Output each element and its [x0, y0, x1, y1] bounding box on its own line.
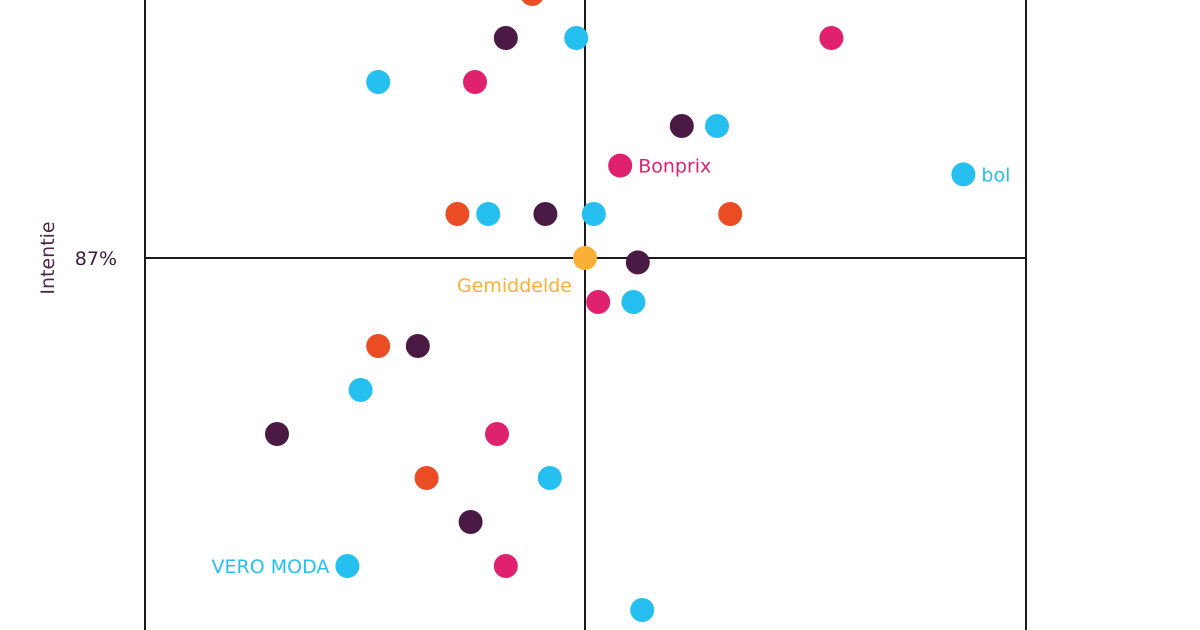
data-point: [405, 334, 430, 358]
data-point: [493, 26, 518, 50]
data-point: [586, 290, 611, 314]
data-point: [621, 290, 646, 314]
data-point: [493, 554, 518, 578]
data-point: [951, 162, 976, 187]
data-point: [819, 26, 844, 50]
data-point: [564, 26, 589, 50]
data-point: [414, 466, 439, 490]
data-point: [669, 114, 694, 138]
point-labels: Bonprix bol Gemiddelde VERO MODA: [212, 156, 1011, 578]
point-label: bol: [981, 164, 1010, 186]
y-axis-label: Intentie: [37, 221, 59, 294]
data-point: [630, 598, 655, 622]
data-point: [366, 334, 391, 358]
point-label: VERO MODA: [212, 556, 330, 578]
data-point: [445, 202, 470, 226]
data-point: [521, 0, 543, 6]
data-point: [265, 422, 289, 446]
y-reference-tick-label: 87%: [75, 248, 117, 270]
data-point: [335, 554, 360, 578]
data-point: [458, 510, 483, 534]
data-point: [533, 202, 558, 226]
data-point: [537, 466, 562, 490]
data-point: [348, 378, 373, 402]
average-point-label: Gemiddelde: [457, 275, 572, 297]
data-point: [476, 202, 501, 226]
data-point: [581, 202, 606, 226]
data-point: [463, 70, 487, 94]
data-point: [718, 202, 743, 226]
data-points: [265, 0, 976, 622]
data-point: [485, 422, 509, 446]
data-point: [625, 250, 650, 275]
data-point: [705, 114, 729, 138]
data-point: [366, 70, 391, 94]
point-label: Bonprix: [638, 156, 711, 178]
data-point: [608, 153, 633, 178]
average-point: [573, 246, 597, 270]
